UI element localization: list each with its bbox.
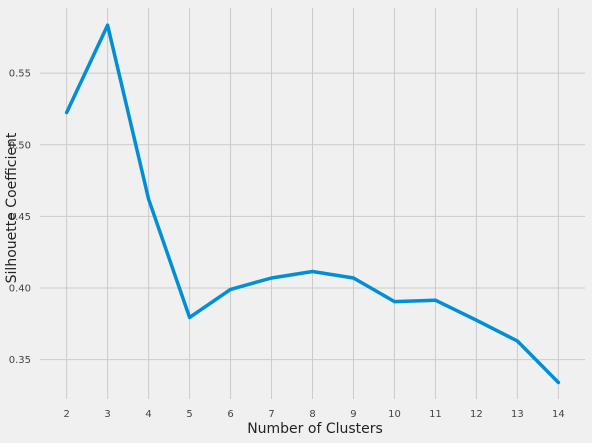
data-point xyxy=(393,300,396,303)
data-point xyxy=(434,299,437,302)
x-tick-label: 5 xyxy=(186,409,192,420)
x-tick-label: 8 xyxy=(309,409,315,420)
x-tick-label: 7 xyxy=(268,409,274,420)
x-tick-label: 14 xyxy=(552,409,565,420)
data-point xyxy=(557,381,560,384)
data-point xyxy=(229,288,232,291)
data-point xyxy=(65,111,68,114)
data-point xyxy=(270,276,273,279)
data-point xyxy=(188,316,191,319)
x-axis-label: Number of Clusters xyxy=(247,421,383,437)
x-tick-label: 11 xyxy=(429,409,442,420)
x-tick-label: 12 xyxy=(470,409,483,420)
y-tick-label: 0.55 xyxy=(9,69,31,80)
x-tick-label: 2 xyxy=(63,409,69,420)
x-tick-label: 9 xyxy=(350,409,356,420)
x-tick-label: 3 xyxy=(104,409,110,420)
x-tick-label: 4 xyxy=(145,409,151,420)
y-tick-label: 0.40 xyxy=(9,284,31,295)
x-tick-label: 13 xyxy=(511,409,524,420)
x-tick-label: 10 xyxy=(388,409,401,420)
data-point xyxy=(147,198,150,201)
y-tick-label: 0.35 xyxy=(9,355,31,366)
data-point xyxy=(311,270,314,273)
y-axis-label: Silhouette Coefficient xyxy=(4,132,20,283)
data-point xyxy=(106,24,109,27)
data-point xyxy=(475,319,478,322)
x-tick-label: 6 xyxy=(227,409,233,420)
data-point xyxy=(352,276,355,279)
data-point xyxy=(516,339,519,342)
